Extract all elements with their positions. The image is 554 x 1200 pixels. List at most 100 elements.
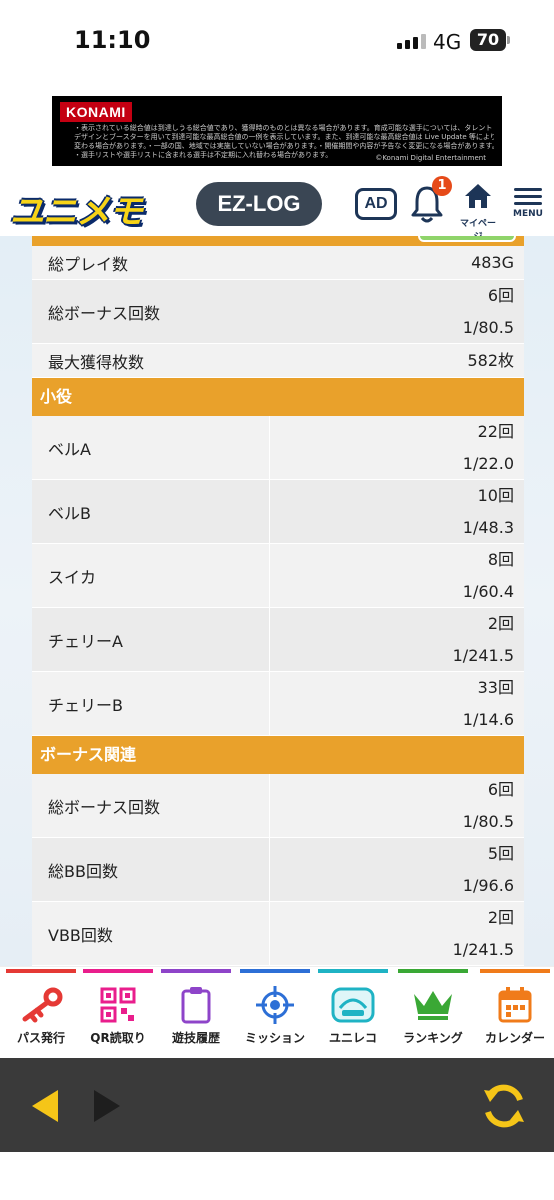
stat-row-total-plays: 総プレイ数 483G xyxy=(32,246,524,280)
koyaku-values: 10回 1/48.3 xyxy=(463,480,514,544)
stat-label: 総ボーナス回数 xyxy=(48,303,161,323)
browser-toolbar xyxy=(0,1058,554,1152)
battery-tip xyxy=(507,36,510,44)
nav-color-bar xyxy=(161,969,231,973)
forward-arrow-icon[interactable] xyxy=(90,1088,122,1128)
section-tab-pill[interactable] xyxy=(418,236,516,242)
koyaku-label: チェリーA xyxy=(48,631,123,651)
koyaku-count: 8回 xyxy=(487,549,514,569)
nav-calendar[interactable]: カレンダー xyxy=(480,967,550,1057)
ad-button[interactable]: AD xyxy=(355,188,397,220)
bottom-nav: パス発行 QR読取り 遊技履歴 ミッション ユニレコ ランキング xyxy=(0,966,554,1056)
koyaku-row: チェリーA 2回 1/241.5 xyxy=(32,608,524,672)
bonus-row: 総ボーナス回数 6回 1/80.5 xyxy=(32,774,524,838)
network-label: 4G xyxy=(433,30,462,54)
bonus-count: 5回 xyxy=(487,843,514,863)
stat-row-max-coins: 最大獲得枚数 582枚 xyxy=(32,344,524,378)
konami-notice-banner[interactable]: KONAMI ・表示されている総合値は到達しうる総合値であり、獲得時のものとは異… xyxy=(52,96,502,166)
stat-values: 6回 1/80.5 xyxy=(463,280,514,344)
stat-value: 483G xyxy=(471,252,514,272)
banner-copyright: ©Konami Digital Entertainment xyxy=(375,154,486,162)
bonus-count: 2回 xyxy=(487,907,514,927)
koyaku-rate: 1/22.0 xyxy=(462,453,514,473)
menu-label: MENU xyxy=(513,209,543,219)
nav-mission[interactable]: ミッション xyxy=(240,967,310,1057)
stats-panel: 総プレイ数 483G 総ボーナス回数 6回 1/80.5 最大獲得枚数 582枚… xyxy=(32,236,524,966)
koyaku-values: 2回 1/241.5 xyxy=(453,608,514,672)
nav-color-bar xyxy=(240,969,310,973)
stat-label: 総プレイ数 xyxy=(48,254,129,274)
banner-line: ・表示されている総合値は到達しうる総合値であり、獲得時のものとは異なる場合があり… xyxy=(74,124,493,132)
nav-label: QR読取り xyxy=(90,1031,146,1045)
hamburger-icon xyxy=(508,188,548,205)
koyaku-row: ベルB 10回 1/48.3 xyxy=(32,480,524,544)
mypage-button[interactable]: マイページ xyxy=(458,182,498,242)
bonus-rate: 1/241.5 xyxy=(452,939,514,959)
stat-rate: 1/80.5 xyxy=(462,317,514,337)
nav-qr-read[interactable]: QR読取り xyxy=(83,967,153,1057)
nav-label: パス発行 xyxy=(16,1031,65,1045)
koyaku-row: スイカ 8回 1/60.4 xyxy=(32,544,524,608)
koyaku-count: 22回 xyxy=(477,421,514,441)
section-header-bonus: ボーナス関連 xyxy=(32,736,524,774)
nav-label: カレンダー xyxy=(484,1031,545,1045)
nav-color-bar xyxy=(6,969,76,973)
nav-label: ユニレコ xyxy=(328,1031,377,1045)
bonus-values: 6回 1/80.5 xyxy=(463,774,514,838)
unireco-logo-icon xyxy=(318,981,388,1029)
koyaku-label: スイカ xyxy=(48,567,97,587)
banner-line: デザインとブースターを用いて到達可能な最高総合値の一例を表示しています。また、到… xyxy=(74,133,494,141)
section-header-koyaku: 小役 xyxy=(32,378,524,416)
signal-icon xyxy=(397,34,426,49)
koyaku-label: ベルB xyxy=(48,503,91,523)
koyaku-values: 33回 1/14.6 xyxy=(463,672,514,736)
nav-play-history[interactable]: 遊技履歴 xyxy=(161,967,231,1057)
bonus-row: VBB回数 2回 1/241.5 xyxy=(32,902,524,966)
stats-content[interactable]: 総プレイ数 483G 総ボーナス回数 6回 1/80.5 最大獲得枚数 582枚… xyxy=(0,236,554,966)
koyaku-values: 8回 1/60.4 xyxy=(463,544,514,608)
koyaku-row: チェリーB 33回 1/14.6 xyxy=(32,672,524,736)
banner-line: ・選手リストや選手リストに含まれる選手は不定期に入れ替わる場合があります。 xyxy=(74,151,333,159)
nav-label: 遊技履歴 xyxy=(171,1031,220,1045)
koyaku-count: 33回 xyxy=(477,677,514,697)
nav-color-bar xyxy=(83,969,153,973)
bonus-values: 2回 1/241.5 xyxy=(453,902,514,966)
stat-value: 582枚 xyxy=(467,350,514,370)
key-icon xyxy=(6,981,76,1029)
crown-icon xyxy=(398,981,468,1029)
koyaku-values: 22回 1/22.0 xyxy=(463,416,514,480)
menu-button[interactable]: MENU xyxy=(508,184,548,234)
bonus-label: 総BB回数 xyxy=(48,861,118,881)
ezlog-button[interactable]: EZ-LOG xyxy=(196,182,322,226)
koyaku-rate: 1/48.3 xyxy=(462,517,514,537)
nav-pass-issue[interactable]: パス発行 xyxy=(6,967,76,1057)
status-bar: 11:10 4G 70 xyxy=(0,0,554,86)
calendar-icon xyxy=(480,981,550,1029)
nav-ranking[interactable]: ランキング xyxy=(398,967,468,1057)
battery-icon: 70 xyxy=(470,29,506,51)
bonus-values: 5回 1/96.6 xyxy=(463,838,514,902)
stat-label: 最大獲得枚数 xyxy=(48,352,145,372)
target-icon xyxy=(240,981,310,1029)
banner-line: 変わる場合があります。・一部の国、地域では実施していない場合があります。・開催期… xyxy=(74,142,494,150)
koyaku-count: 10回 xyxy=(477,485,514,505)
koyaku-rate: 1/241.5 xyxy=(452,645,514,665)
stat-count: 6回 xyxy=(487,285,514,305)
koyaku-label: チェリーB xyxy=(48,695,123,715)
nav-color-bar xyxy=(398,969,468,973)
back-arrow-icon[interactable] xyxy=(30,1088,62,1128)
nav-label: ランキング xyxy=(403,1031,463,1045)
koyaku-count: 2回 xyxy=(487,613,514,633)
section-header-partial xyxy=(32,236,524,246)
konami-logo: KONAMI xyxy=(60,102,132,122)
notification-badge: 1 xyxy=(432,176,452,196)
koyaku-label: ベルA xyxy=(48,439,91,459)
reload-icon[interactable] xyxy=(478,1080,530,1136)
nav-unireco[interactable]: ユニレコ xyxy=(318,967,388,1057)
home-indicator-area xyxy=(0,1152,554,1200)
unimemo-logo[interactable]: ユニメモ xyxy=(10,192,143,232)
banner-notice-text: ・表示されている総合値は到達しうる総合値であり、獲得時のものとは異なる場合があり… xyxy=(74,124,494,160)
bonus-rate: 1/96.6 xyxy=(462,875,514,895)
nav-label: ミッション xyxy=(244,1031,305,1045)
bonus-label: 総ボーナス回数 xyxy=(48,797,161,817)
